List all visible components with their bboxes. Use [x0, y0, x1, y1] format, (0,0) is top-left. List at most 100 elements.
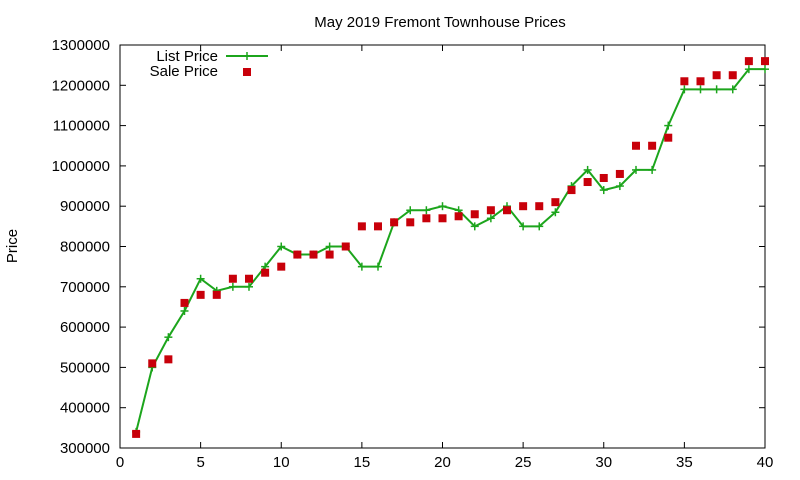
sale-price-point — [761, 57, 769, 66]
sale-price-point — [728, 71, 737, 80]
sale-price-point — [567, 186, 576, 195]
y-tick-label: 1100000 — [53, 118, 110, 135]
sale-price-point — [228, 274, 237, 283]
list-price-point — [648, 165, 657, 174]
y-tick-label: 1000000 — [52, 158, 110, 175]
sale-price-point — [535, 202, 544, 211]
x-tick-label: 35 — [676, 454, 693, 471]
sale-price-point — [390, 218, 399, 227]
list-price-point — [712, 85, 721, 94]
x-tick-label: 0 — [116, 454, 124, 471]
sale-price-point — [615, 169, 624, 178]
sale-price-point — [648, 141, 657, 150]
y-tick-label: 700000 — [60, 279, 110, 296]
sale-price-point — [293, 250, 302, 259]
list-price-point — [406, 206, 415, 215]
list-price-point — [728, 85, 737, 94]
sale-price-point — [454, 212, 463, 221]
chart-title: May 2019 Fremont Townhouse Prices — [314, 14, 566, 31]
legend: List Price Sale Price — [150, 48, 268, 80]
sale-price-point — [519, 202, 528, 211]
sale-price-point — [599, 173, 608, 182]
list-price-point — [599, 186, 608, 195]
list-price-line — [135, 68, 765, 433]
legend-sample-list-price — [226, 52, 268, 60]
sale-price-point — [261, 268, 270, 277]
y-tick-label: 1300000 — [52, 37, 110, 54]
legend-label-sale-price: Sale Price — [150, 63, 218, 80]
list-price-point — [422, 206, 431, 215]
list-price-point — [470, 222, 479, 231]
series-layer — [132, 57, 769, 438]
y-tick-label: 400000 — [60, 400, 110, 417]
list-price-point — [680, 85, 689, 94]
sale-price-point — [696, 77, 705, 86]
y-tick-label: 600000 — [60, 319, 110, 336]
sale-price-point — [196, 290, 205, 299]
list-price-point — [583, 165, 592, 174]
sale-price-point — [551, 198, 560, 207]
list-price-point — [374, 262, 382, 271]
axis-ticks: 0 5 10 15 20 25 30 35 40 300000 400000 500000 600000… — [52, 37, 774, 471]
y-tick-label: 800000 — [60, 239, 110, 256]
sale-price-point — [325, 250, 334, 259]
sale-price-point — [309, 250, 318, 259]
sale-price-point — [632, 141, 640, 150]
sale-price-point — [277, 262, 286, 271]
sale-price-point — [245, 274, 253, 283]
sale-price-point — [341, 242, 350, 251]
sale-price-point — [583, 178, 592, 187]
y-tick-label: 900000 — [60, 198, 110, 215]
list-price-point — [325, 242, 334, 251]
y-axis-label: Price — [4, 229, 21, 263]
sale-price-point — [438, 214, 447, 223]
x-tick-label: 15 — [354, 454, 371, 471]
series-list-price — [132, 65, 769, 436]
sale-price-point — [164, 355, 173, 364]
legend-marker-sale-price — [243, 68, 251, 76]
sale-price-point — [180, 298, 189, 307]
sale-price-point — [212, 290, 221, 299]
sale-price-point — [132, 429, 141, 438]
x-tick-label: 5 — [196, 454, 204, 471]
sale-price-point — [470, 210, 479, 219]
list-price-point — [551, 208, 560, 217]
sale-price-point — [486, 206, 495, 215]
list-price-point — [632, 165, 640, 174]
list-price-point — [277, 242, 286, 251]
x-tick-label: 25 — [515, 454, 532, 471]
y-tick-label: 1200000 — [52, 77, 110, 94]
list-price-point — [519, 222, 528, 231]
list-price-point — [696, 85, 705, 94]
sale-price-point — [680, 77, 689, 86]
list-price-point — [164, 333, 173, 342]
list-price-point — [761, 65, 769, 74]
sale-price-point — [374, 222, 382, 231]
x-tick-label: 40 — [757, 454, 774, 471]
y-tick-label: 500000 — [60, 359, 110, 376]
x-tick-label: 10 — [273, 454, 290, 471]
list-price-point — [245, 282, 253, 291]
plot-frame — [119, 44, 766, 449]
sale-price-point — [357, 222, 366, 231]
list-price-point — [486, 214, 495, 223]
list-price-point — [228, 282, 237, 291]
list-price-point — [438, 202, 447, 211]
y-tick-label: 300000 — [60, 440, 110, 457]
sale-price-point — [712, 71, 721, 80]
sale-price-point — [406, 218, 415, 227]
list-price-point — [196, 274, 205, 283]
list-price-point — [180, 306, 189, 315]
x-tick-label: 30 — [595, 454, 612, 471]
sale-price-point — [503, 206, 511, 215]
list-price-point — [357, 262, 366, 271]
list-price-point — [664, 121, 673, 130]
sale-price-point — [664, 133, 673, 142]
legend-label-list-price: List Price — [156, 48, 218, 65]
legend-marker-list-price — [243, 52, 251, 60]
sale-price-point — [744, 57, 753, 66]
list-price-point — [615, 182, 624, 191]
series-sale-price — [132, 57, 769, 438]
sale-price-point — [422, 214, 431, 223]
